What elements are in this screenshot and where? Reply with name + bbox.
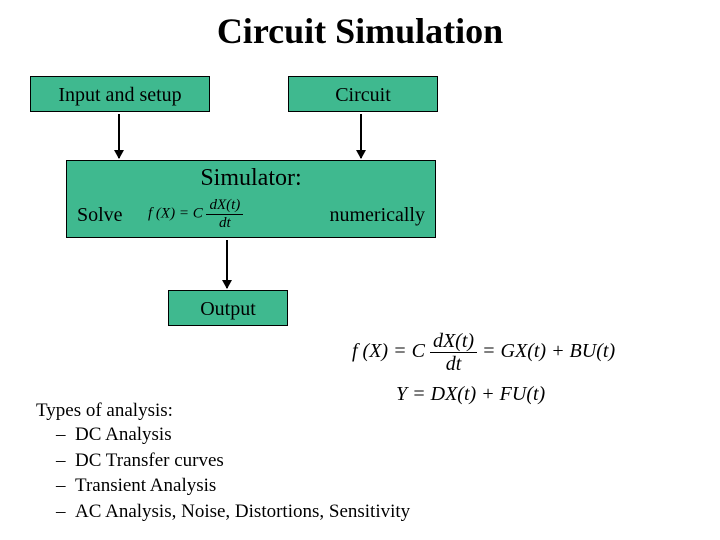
formula-big: f (X) = C dX(t) dt = GX(t) + BU(t) Y = D…: [352, 330, 615, 406]
list-item: – DC Transfer curves: [74, 448, 410, 474]
box-input-setup: Input and setup: [30, 76, 210, 112]
analysis-item-0: DC Analysis: [75, 424, 172, 445]
simulator-numerically-label: numerically: [329, 204, 425, 227]
box-output-label: Output: [200, 298, 256, 320]
slide-title: Circuit Simulation: [0, 10, 720, 52]
analysis-item-3: AC Analysis, Noise, Distortions, Sensiti…: [75, 501, 410, 522]
arrow-circuit-to-sim: [360, 114, 362, 158]
analysis-item-2: Transient Analysis: [75, 475, 216, 496]
simulator-title: Simulator:: [67, 165, 435, 192]
formula-big-line1-den: dt: [430, 353, 477, 375]
formula-small-frac: dX(t) dt: [206, 197, 243, 231]
box-circuit-label: Circuit: [335, 84, 391, 106]
arrow-sim-to-output: [226, 240, 228, 288]
arrow-input-to-sim: [118, 114, 120, 158]
formula-small-den: dt: [206, 215, 243, 232]
box-output: Output: [168, 290, 288, 326]
formula-small-num: dX(t): [206, 197, 243, 215]
formula-big-line1: f (X) = C dX(t) dt = GX(t) + BU(t): [352, 330, 615, 375]
formula-big-line1-prefix: f (X) = C: [352, 340, 425, 362]
analysis-heading: Types of analysis:: [36, 400, 410, 422]
formula-small-prefix: f (X) = C: [148, 205, 203, 221]
formula-big-line1-num: dX(t): [430, 330, 477, 353]
formula-small: f (X) = C dX(t) dt: [148, 197, 243, 231]
simulator-solve-label: Solve: [77, 204, 123, 227]
box-input-label: Input and setup: [58, 84, 181, 106]
formula-big-line1-frac: dX(t) dt: [430, 330, 477, 375]
list-item: – AC Analysis, Noise, Distortions, Sensi…: [74, 499, 410, 525]
list-item: – Transient Analysis: [74, 473, 410, 499]
analysis-section: Types of analysis: – DC Analysis – DC Tr…: [36, 400, 410, 525]
list-item: – DC Analysis: [74, 422, 410, 448]
box-circuit: Circuit: [288, 76, 438, 112]
formula-big-line1-suffix: = GX(t) + BU(t): [482, 340, 615, 362]
box-simulator: Simulator: Solve numerically: [66, 160, 436, 238]
analysis-item-1: DC Transfer curves: [75, 450, 224, 471]
